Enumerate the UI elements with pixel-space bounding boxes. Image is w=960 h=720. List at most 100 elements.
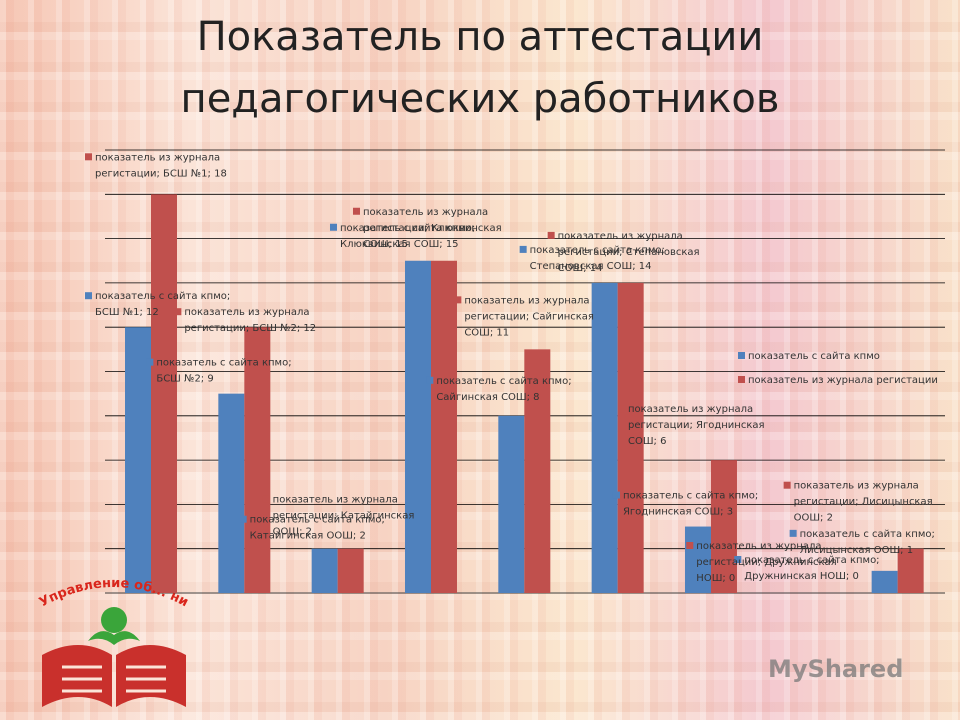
bar-series-2 — [617, 282, 644, 593]
data-label-marker — [85, 292, 92, 300]
data-label-text: Сайгинская СОШ; 8 — [436, 392, 539, 403]
bar-series-1 — [591, 282, 618, 593]
bar-series-1 — [498, 415, 525, 593]
bar-series-1 — [871, 570, 898, 593]
data-label-text: показатель из журнала — [558, 231, 683, 242]
data-label-marker — [426, 376, 434, 384]
watermark-text: MyShared — [768, 655, 904, 683]
data-label: показатель с сайта кпмо; Клюквинская СОШ;… — [329, 223, 475, 250]
data-label: показатель из журнала регистации; Дружнин… — [686, 541, 837, 584]
data-label-marker — [239, 515, 247, 523]
legend-item: показатель из журнала регистации — [738, 375, 938, 386]
slide-title: Показатель по аттестации педагогических … — [0, 6, 960, 130]
bar-series-1 — [125, 327, 151, 593]
data-label-text: показатель с сайта кпмо; — [800, 529, 935, 540]
data-label-text: показатель из журнала — [363, 207, 488, 218]
title-line-1: Показатель по аттестации — [196, 14, 764, 60]
data-label: показатель из журнала регистации; Ягоднин… — [617, 404, 765, 447]
bar-series-1 — [218, 393, 245, 593]
bar-series-2 — [710, 460, 737, 593]
data-label-text: регистации; БСШ №2; 12 — [184, 323, 316, 334]
data-label-text: показатель с сайта кпмо; — [250, 515, 385, 526]
data-label-marker — [262, 495, 270, 503]
data-label-text: регистации; Катайгинская — [273, 511, 415, 522]
data-label-text: показатель с сайта кпмо; — [95, 291, 230, 302]
data-label-text: БСШ №1; 12 — [95, 307, 159, 318]
data-label-text: показатель из журнала — [628, 404, 753, 415]
legend-swatch — [738, 352, 745, 359]
data-label-text: показатель из журнала — [464, 295, 589, 306]
data-label-marker — [519, 245, 527, 253]
data-label: показатель с сайта кпмо; Катайгинская ООШ… — [239, 515, 385, 542]
bar-series-2 — [897, 548, 924, 593]
data-label: показатель с сайта кпмо; БСШ №2; 9 — [146, 358, 292, 385]
data-label-text: показатель с сайта кпмо; — [436, 376, 571, 387]
data-label: показатель из журнала регистации; Степано… — [547, 231, 700, 274]
data-label-marker — [789, 529, 797, 537]
data-label: показатель с сайта кпмо; БСШ №1; 12 — [85, 291, 230, 318]
data-label-text: показатель с сайта кпмо; — [623, 491, 758, 502]
data-label-text: Катайгинская ООШ; 2 — [250, 531, 366, 542]
data-label-text: СОШ; 6 — [628, 436, 666, 447]
data-label: показатель из журнала регистации; Клюквин… — [352, 207, 502, 250]
data-label-marker — [783, 481, 791, 489]
data-label: показатель из журнала регистации; БСШ №2;… — [174, 307, 316, 334]
data-label: показатель с сайта кпмо; Дружнинская НОШ;… — [734, 555, 880, 582]
data-label-marker — [85, 153, 92, 161]
data-label-marker — [454, 296, 462, 304]
bar-series-1 — [684, 526, 711, 593]
bar-series-2 — [244, 327, 271, 593]
data-label-text: Клюквинская СОШ; 15 — [340, 239, 459, 250]
legend-label: показатель из журнала регистации — [748, 375, 938, 386]
data-label-text: СОШ; 15 — [363, 239, 408, 250]
data-label-text: Лисицынская ООШ; 1 — [800, 545, 913, 556]
data-label-marker — [686, 542, 694, 549]
data-label-text: показатель с сайта кпмо; — [530, 245, 665, 256]
bar-series-1 — [404, 260, 431, 593]
bar-series-2 — [524, 349, 551, 593]
data-label-text: показатель из журнала — [184, 307, 309, 318]
data-label-text: БСШ №2; 9 — [156, 374, 213, 385]
data-label-text: показатель с сайта кпмо; — [340, 223, 475, 234]
data-label-text: СОШ; 14 — [558, 263, 603, 274]
data-label-text: регистации; Степановская — [558, 247, 700, 258]
data-label-text: ООШ; 2 — [794, 513, 833, 524]
data-label-marker — [617, 405, 625, 413]
data-label-text: ООШ; 2 — [273, 527, 312, 538]
data-label-text: показатель с сайта кпмо; — [156, 358, 291, 369]
data-label-text: показатель из журнала — [273, 495, 398, 506]
data-label-text: регистации; Клюквинская — [363, 223, 502, 234]
data-label-text: НОШ; 0 — [696, 573, 735, 584]
data-label: показатель из журнала регистации; Катайги… — [262, 495, 415, 538]
data-label: показатель с сайта кпмо; Сайгинская СОШ; … — [426, 376, 572, 403]
title-line-2: педагогических работников — [180, 76, 780, 122]
data-label-text: показатель из журнала — [95, 152, 220, 163]
data-label-text: регистации; Сайгинская — [464, 311, 594, 322]
data-label-marker — [352, 207, 360, 215]
data-label-marker — [174, 308, 182, 316]
data-label: показатель из журнала регистации; Лисицын… — [783, 481, 933, 524]
data-label: показатель с сайта кпмо; Степановская СОШ… — [519, 245, 665, 272]
data-label-text: Степановская СОШ; 14 — [530, 261, 652, 272]
logo-image: Управление об... ния — [34, 575, 191, 707]
data-label-text: показатель из журнала — [794, 481, 919, 492]
data-label-text: регистации; БСШ №1; 18 — [95, 168, 227, 179]
data-label-marker — [329, 223, 337, 231]
data-label-text: показатель с сайта кпмо; — [744, 555, 879, 566]
data-label-marker — [146, 358, 154, 366]
data-label-marker — [612, 491, 620, 499]
data-label-text: Дружнинская НОШ; 0 — [744, 571, 859, 582]
data-label: показатель с сайта кпмо; Лисицынская ООШ;… — [789, 529, 935, 556]
legend-swatch — [738, 376, 745, 383]
data-label-text: регистации; Ягоднинская — [628, 420, 765, 431]
data-label: показатель из журнала регистации; Сайгинс… — [454, 295, 594, 338]
data-label-text: регистации; Лисицынская — [794, 497, 933, 508]
data-label-text: показатель из журнала — [696, 541, 821, 552]
bar-series-2 — [337, 548, 364, 593]
data-label: показатель из журнала регистации; БСШ №1;… — [85, 152, 227, 179]
svg-text:Управление об... ния: Управление об... ния — [34, 575, 191, 610]
data-label-marker — [734, 556, 742, 563]
data-label-marker — [547, 231, 555, 239]
data-label-text: Ягоднинская СОШ; 3 — [623, 507, 733, 518]
